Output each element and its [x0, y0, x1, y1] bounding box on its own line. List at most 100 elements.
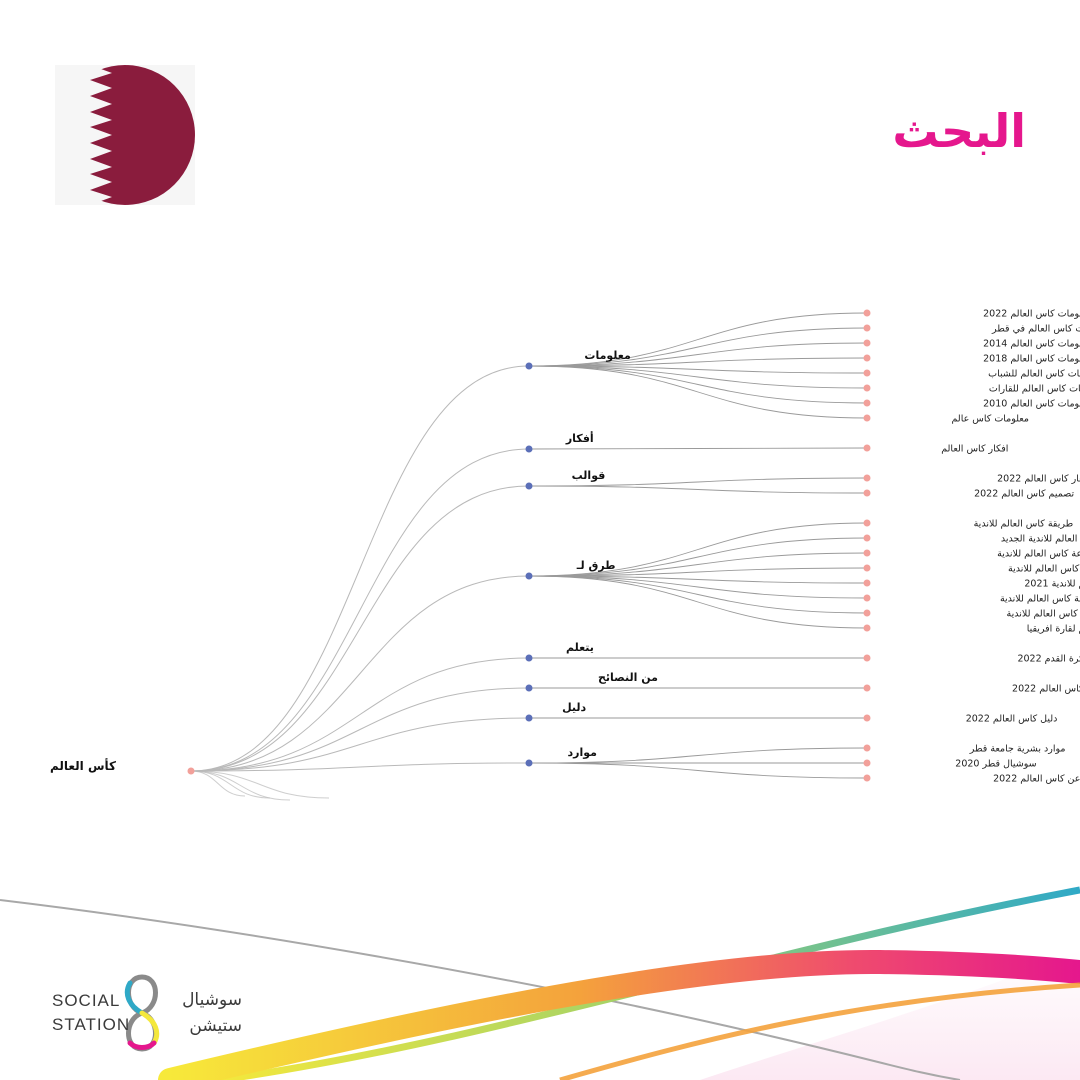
social-station-logo-icon [124, 974, 160, 1052]
link-branch-leaf [528, 552, 868, 577]
brand-name-en-line1: SOCIAL [52, 991, 121, 1010]
branch-node[interactable] [525, 445, 533, 453]
link-stub [190, 770, 246, 797]
leaf-label: طريقة قرعة كاس العالم للاندية [997, 549, 1080, 560]
leaf-node[interactable] [863, 474, 871, 482]
leaf-label: طريقة قرعة كاس العالم للاندية 2021 [1024, 579, 1080, 590]
leaf-node[interactable] [863, 444, 871, 452]
branch-label: يتعلم [566, 641, 594, 654]
leaf-node[interactable] [863, 324, 871, 332]
link-root-branch [190, 687, 530, 772]
branch-node[interactable] [525, 759, 533, 767]
link-branch-leaf [528, 312, 868, 367]
tree-nodes: معلومات كاس العالم 2022 معلومات كاس العال… [50, 309, 1080, 785]
branch-label: من النصائح [598, 671, 658, 684]
leaf-node[interactable] [863, 564, 871, 572]
link-root-branch [190, 485, 530, 772]
leaf-node[interactable] [863, 744, 871, 752]
link-branch-leaf [528, 575, 868, 614]
branch-label: طرق لـ [576, 559, 616, 572]
leaf-label: موضوع عن كاس العالم 2022 [993, 774, 1080, 785]
leaf-label: طريقة كاس العالم للاندية [974, 519, 1074, 530]
leaf-label: معلومات كاس العالم 2022 [983, 309, 1080, 320]
leaf-label: من مصمم شعار كاس العالم 2022 [1012, 684, 1080, 695]
brand-name-en: SOCIAL STATION [52, 989, 130, 1037]
link-root-branch [190, 575, 530, 772]
leaf-node[interactable] [863, 354, 871, 362]
leaf-label: معلومات كاس العالم للقارات [989, 384, 1080, 395]
leaf-node[interactable] [863, 774, 871, 782]
branch-node[interactable] [525, 572, 533, 580]
root-label: كأس العالم [50, 758, 116, 773]
link-stub [190, 770, 271, 799]
branch-label: قوالب [572, 469, 606, 482]
leaf-node[interactable] [863, 594, 871, 602]
link-root-branch [190, 365, 530, 772]
leaf-label: معلومات كاس العالم في قطر [991, 324, 1080, 335]
leaf-node[interactable] [863, 309, 871, 317]
leaf-node[interactable] [863, 399, 871, 407]
leaf-node[interactable] [863, 519, 871, 527]
leaf-node[interactable] [863, 759, 871, 767]
link-root-branch [190, 448, 530, 772]
page-title: البحث [892, 104, 1026, 158]
leaf-label: معلومات كاس العالم 2014 [983, 339, 1080, 350]
link-branch-leaf [528, 365, 868, 374]
leaf-label: طريقة مباريات كاس العالم للاندية [1007, 609, 1080, 620]
branch-node[interactable] [525, 654, 533, 662]
branch-label: دليل [562, 701, 586, 714]
leaf-node[interactable] [863, 714, 871, 722]
leaf-label: طريقة مشاهدة كاس العالم للاندية [1008, 564, 1080, 575]
leaf-node[interactable] [863, 414, 871, 422]
leaf-label: سوشيال قطر 2020 [955, 759, 1036, 770]
link-branch-leaf [528, 762, 868, 779]
branch-label: أفكار [565, 431, 594, 445]
leaf-node[interactable] [863, 384, 871, 392]
branch-node[interactable] [525, 684, 533, 692]
decorative-waves [0, 886, 1080, 1080]
link-branch-leaf [528, 477, 868, 487]
link-branch-leaf [528, 567, 868, 577]
branch-node[interactable] [525, 714, 533, 722]
leaf-node[interactable] [863, 609, 871, 617]
leaf-node[interactable] [863, 624, 871, 632]
link-root-branch [190, 717, 530, 772]
tree-links [190, 312, 868, 801]
brand-name-ar-line2: ستيشن [189, 1016, 242, 1036]
link-root-branch [190, 657, 530, 772]
branch-node[interactable] [525, 482, 533, 490]
leaf-label: افكار كاس العالم [941, 444, 1008, 455]
branch-node[interactable] [525, 362, 533, 370]
leaf-label: معلومات كاس العالم 2010 [983, 399, 1080, 410]
leaf-label: معلومات كاس عالم [951, 414, 1028, 425]
leaf-node[interactable] [863, 534, 871, 542]
link-branch-leaf [528, 575, 868, 599]
link-branch-leaf [528, 327, 868, 367]
leaf-node[interactable] [863, 339, 871, 347]
link-root-branch [190, 762, 530, 772]
brand-name-ar-line1: سوشيال [182, 990, 242, 1010]
leaf-label: بطولة كاس العالم لكرة القدم 2022 [1017, 654, 1080, 665]
leaf-node[interactable] [863, 654, 871, 662]
link-stub [190, 770, 330, 799]
link-branch-leaf [528, 747, 868, 764]
link-branch-leaf [528, 522, 868, 577]
brand-name-ar: سوشيال ستيشن [172, 987, 242, 1039]
link-branch-leaf [528, 365, 868, 404]
root-node[interactable] [187, 767, 195, 775]
link-branch-leaf [528, 485, 868, 494]
leaf-label: طريقة بطولة كاس العالم للاندية [1000, 594, 1080, 605]
leaf-node[interactable] [863, 549, 871, 557]
leaf-node[interactable] [863, 684, 871, 692]
qatar-flag-emblem [55, 65, 195, 205]
leaf-node[interactable] [863, 579, 871, 587]
leaf-node[interactable] [863, 369, 871, 377]
leaf-label: تصميم كاس العالم 2022 [974, 489, 1074, 500]
leaf-label: دليل كاس العالم 2022 [966, 714, 1058, 725]
leaf-node[interactable] [863, 489, 871, 497]
link-branch-leaf [528, 447, 868, 450]
link-branch-leaf [528, 357, 868, 367]
leaf-label: معلومات كاس العالم للشباب [988, 369, 1080, 380]
leaf-label: طريقة كاس العالم للاندية الجديد [1001, 534, 1080, 545]
branch-label: موارد [567, 746, 596, 759]
